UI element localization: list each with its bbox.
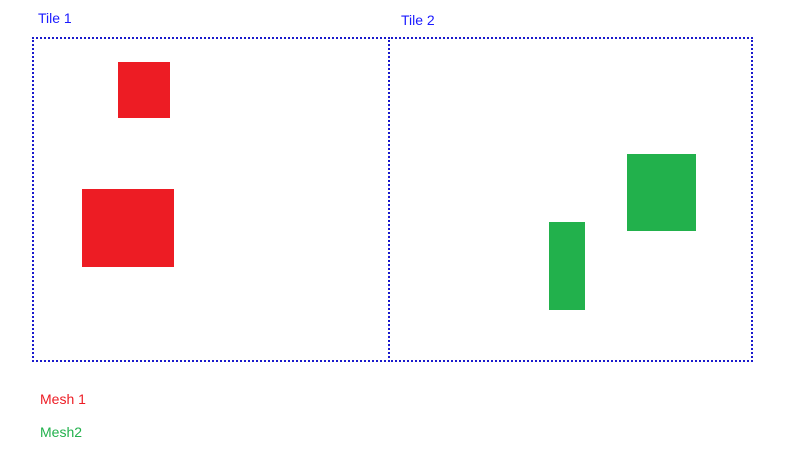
tile-2-box xyxy=(388,37,753,362)
mesh2-rect-tall xyxy=(549,222,585,310)
mesh1-rect-large xyxy=(82,189,174,267)
tile-1-label: Tile 1 xyxy=(38,10,72,26)
legend-mesh2-label: Mesh2 xyxy=(40,424,83,440)
mesh2-rect-square xyxy=(627,154,696,231)
tile-2-label: Tile 2 xyxy=(401,12,435,28)
legend-mesh1-label: Mesh 1 xyxy=(40,391,86,407)
mesh1-rect-small xyxy=(118,62,170,118)
